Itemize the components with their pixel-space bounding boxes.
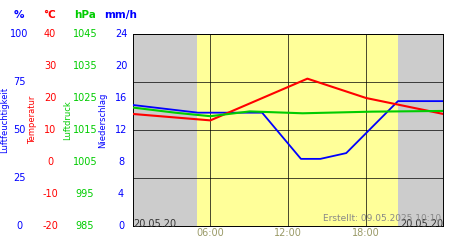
Text: 8: 8	[118, 157, 124, 167]
Text: 100: 100	[10, 29, 28, 39]
Text: 1045: 1045	[73, 29, 97, 39]
Text: 985: 985	[76, 221, 94, 231]
Text: 06:00: 06:00	[197, 228, 224, 238]
Text: 12:00: 12:00	[274, 228, 302, 238]
Text: Luftfeuchtigkeit: Luftfeuchtigkeit	[0, 87, 9, 153]
Text: 75: 75	[13, 77, 25, 87]
Text: mm/h: mm/h	[104, 10, 137, 20]
Text: 1035: 1035	[73, 61, 97, 71]
Text: 0: 0	[47, 157, 53, 167]
Text: Luftdruck: Luftdruck	[63, 100, 72, 140]
Text: 16: 16	[115, 93, 127, 103]
Text: -20: -20	[42, 221, 58, 231]
Text: 0: 0	[118, 221, 124, 231]
Text: Niederschlag: Niederschlag	[99, 92, 108, 148]
Text: 10: 10	[44, 125, 56, 135]
Text: 50: 50	[13, 125, 25, 135]
Text: °C: °C	[44, 10, 56, 20]
Bar	[398, 34, 443, 226]
Text: %: %	[14, 10, 24, 20]
Bar	[133, 34, 198, 226]
Text: -10: -10	[42, 189, 58, 199]
Text: 995: 995	[76, 189, 94, 199]
Text: Erstellt: 09.05.2025 10:10: Erstellt: 09.05.2025 10:10	[323, 214, 441, 223]
Text: 1015: 1015	[73, 125, 97, 135]
Text: hPa: hPa	[74, 10, 96, 20]
Text: 24: 24	[115, 29, 127, 39]
Text: 20: 20	[44, 93, 56, 103]
Text: Temperatur: Temperatur	[28, 96, 37, 144]
Text: 25: 25	[13, 173, 25, 183]
Text: 18:00: 18:00	[352, 228, 379, 238]
Text: 30: 30	[44, 61, 56, 71]
Text: 1005: 1005	[73, 157, 97, 167]
Text: 4: 4	[118, 189, 124, 199]
Text: 12: 12	[115, 125, 127, 135]
Text: 40: 40	[44, 29, 56, 39]
Text: 0: 0	[16, 221, 22, 231]
Text: 20: 20	[115, 61, 127, 71]
Text: 20.05.20: 20.05.20	[133, 219, 176, 229]
Text: 1025: 1025	[72, 93, 97, 103]
Text: 20.05.20: 20.05.20	[400, 219, 443, 229]
